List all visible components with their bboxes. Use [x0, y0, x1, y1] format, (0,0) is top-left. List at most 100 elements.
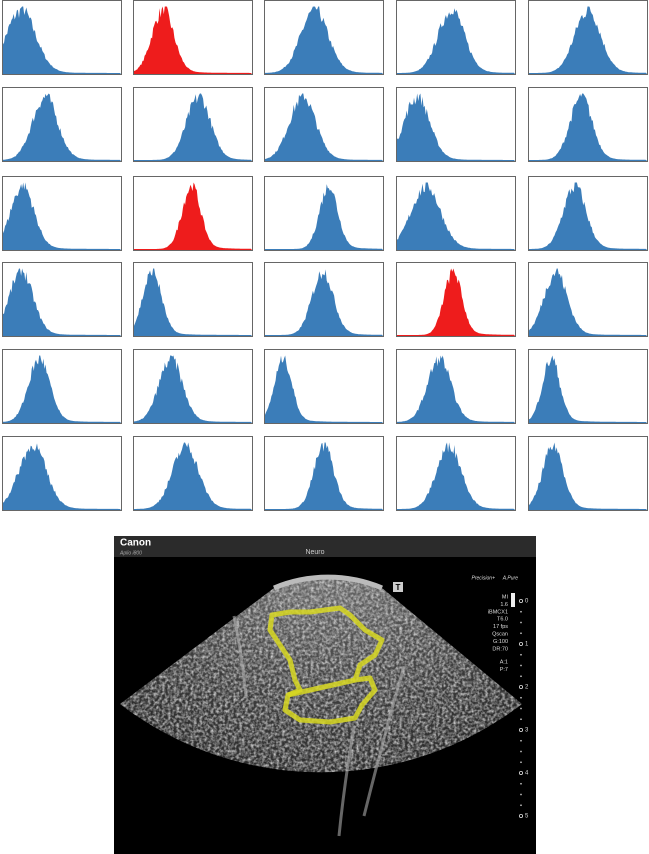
- param: G:100: [493, 639, 508, 645]
- param: DR:70: [492, 646, 508, 652]
- model: Aplio i800: [119, 550, 142, 556]
- histogram-shape: [134, 355, 252, 423]
- depth-dot: [518, 770, 523, 775]
- depth-tick: [520, 610, 522, 613]
- histogram-shape: [3, 182, 121, 250]
- histogram-panel: [528, 262, 648, 337]
- param: P:7: [500, 667, 508, 673]
- depth-tick: [520, 761, 522, 764]
- param: T6.0: [497, 617, 508, 623]
- histogram-panel: [396, 0, 516, 75]
- histogram-panel: [528, 0, 648, 75]
- histogram-panel: [133, 349, 253, 424]
- histogram-shape: [265, 269, 383, 336]
- mode: Precision+: [472, 575, 496, 581]
- depth-tick: [520, 707, 522, 710]
- depth-dot: [518, 727, 523, 732]
- param: MI: [502, 594, 509, 600]
- gray-bar: [511, 593, 515, 607]
- histogram-panel: [264, 176, 384, 251]
- histogram-shape: [134, 6, 252, 74]
- histogram-panel: [2, 262, 122, 337]
- histogram-panel: [2, 176, 122, 251]
- histogram-panel: [528, 349, 648, 424]
- histogram-shape: [3, 355, 121, 423]
- histogram-panel: [2, 349, 122, 424]
- histogram-shape: [529, 442, 647, 510]
- mode: A.Pure: [502, 575, 519, 581]
- histogram-panel: [396, 87, 516, 162]
- marker: T: [396, 583, 401, 592]
- depth-label: 3: [525, 728, 529, 734]
- depth-dot: [518, 813, 523, 818]
- histogram-panel: [133, 262, 253, 337]
- depth-tick: [520, 793, 522, 796]
- depth-tick: [520, 675, 522, 678]
- histogram-panel: [2, 0, 122, 75]
- param: 1.6: [500, 602, 508, 608]
- skin-line: [273, 574, 383, 591]
- depth-label: 4: [525, 771, 529, 777]
- histogram-panel: [396, 349, 516, 424]
- depth-tick: [520, 653, 522, 656]
- histogram-panel: [396, 262, 516, 337]
- histogram-shape: [134, 93, 252, 161]
- brand: Canon: [120, 538, 151, 549]
- histogram-shape: [265, 184, 383, 250]
- depth-tick: [520, 750, 522, 753]
- echo-structure: [232, 615, 406, 837]
- histogram-shape: [529, 355, 647, 423]
- depth-dot: [518, 599, 523, 604]
- histogram-shape: [3, 93, 121, 161]
- histogram-shape: [529, 268, 647, 336]
- histogram-shape: [134, 182, 252, 250]
- histogram-shape: [3, 6, 121, 74]
- histogram-shape: [265, 355, 383, 423]
- histogram-shape: [397, 268, 515, 336]
- histogram-panel: [528, 87, 648, 162]
- param: 17 fps: [493, 624, 508, 630]
- histogram-panel: [264, 436, 384, 511]
- histogram-shape: [134, 442, 252, 510]
- depth-tick: [520, 718, 522, 721]
- depth-label: 2: [525, 685, 529, 691]
- histogram-shape: [397, 8, 515, 74]
- histogram-shape: [397, 182, 515, 250]
- histogram-shape: [134, 268, 252, 336]
- histogram-shape: [265, 93, 383, 161]
- histogram-panel: [264, 87, 384, 162]
- roi-contour: [287, 677, 356, 698]
- depth-label: 1: [525, 642, 529, 648]
- depth-tick: [520, 782, 522, 785]
- ultrasound-screen: Canon Aplio i800 Neuro Precision+ A.Pure…: [114, 536, 536, 854]
- depth-label: 0: [525, 599, 529, 605]
- histogram-panel: [133, 0, 253, 75]
- param: iBMCX1: [488, 609, 508, 615]
- depth-tick: [520, 664, 522, 667]
- depth-label: 5: [525, 814, 529, 820]
- roi-contour: [267, 605, 385, 725]
- histogram-shape: [397, 93, 515, 161]
- histogram-panel: [396, 176, 516, 251]
- param: Qscan: [492, 631, 508, 637]
- preset: Neuro: [305, 549, 324, 556]
- depth-tick: [520, 696, 522, 699]
- histogram-shape: [397, 355, 515, 423]
- depth-dot: [518, 642, 523, 647]
- histogram-panel: [133, 176, 253, 251]
- depth-tick: [520, 621, 522, 624]
- histogram-shape: [3, 443, 121, 510]
- depth-tick: [520, 632, 522, 635]
- histogram-grid: [2, 0, 648, 511]
- histogram-shape: [265, 442, 383, 510]
- speckle: [120, 577, 522, 773]
- depth-tick: [520, 739, 522, 742]
- histogram-panel: [2, 87, 122, 162]
- histogram-panel: [133, 436, 253, 511]
- param: A:1: [500, 660, 508, 666]
- histogram-panel: [528, 176, 648, 251]
- histogram-panel: [2, 436, 122, 511]
- histogram-shape: [529, 182, 647, 250]
- histogram-panel: [133, 87, 253, 162]
